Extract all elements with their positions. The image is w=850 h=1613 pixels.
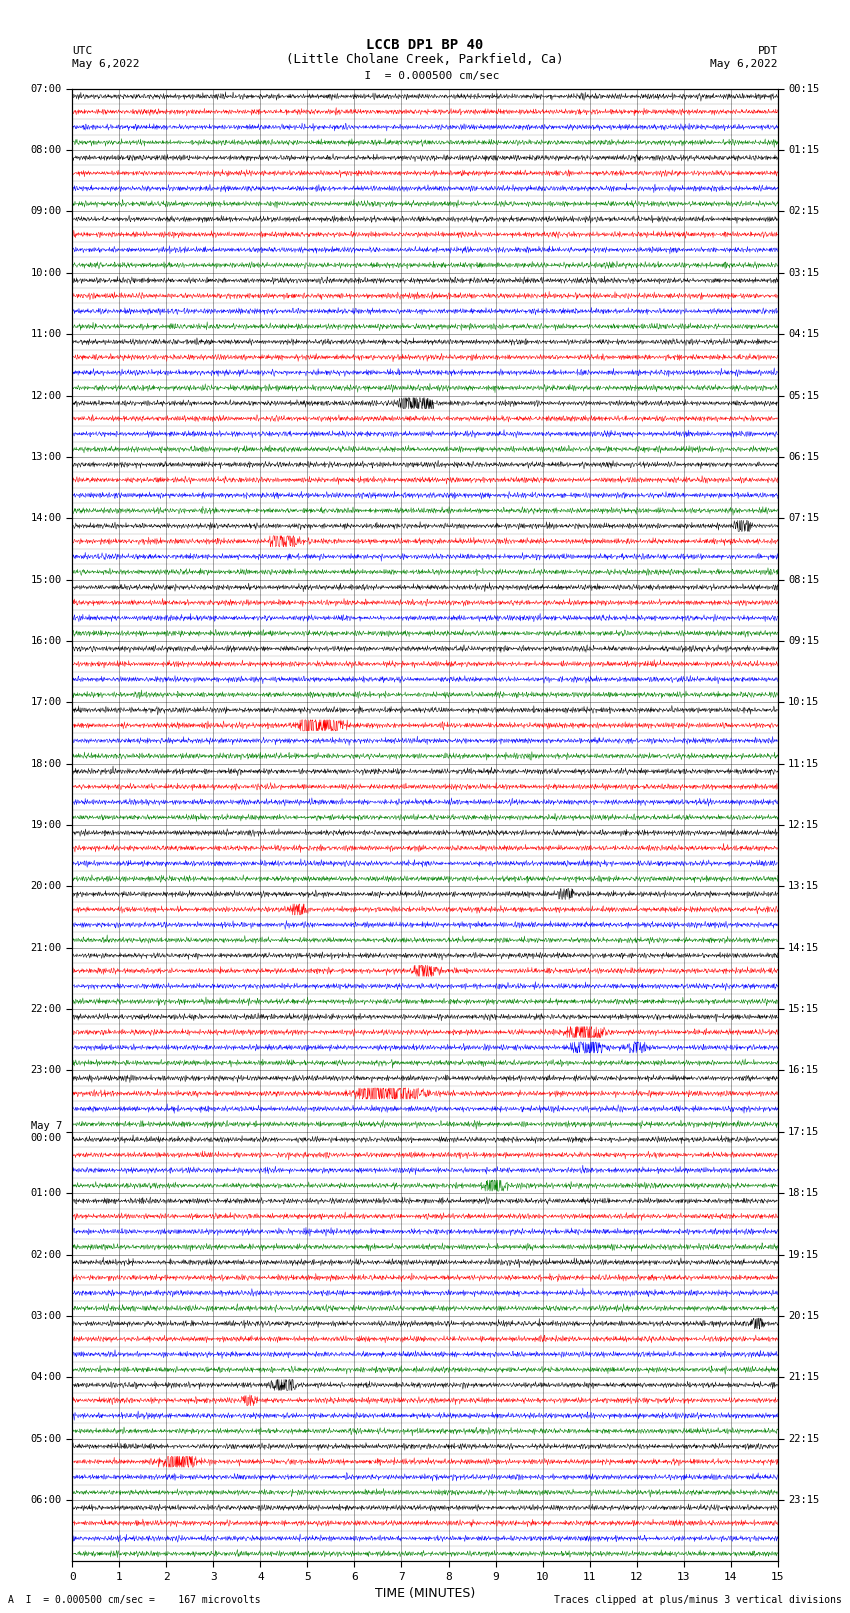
Text: UTC: UTC bbox=[72, 47, 93, 56]
Text: May 6,2022: May 6,2022 bbox=[72, 60, 139, 69]
Text: (Little Cholane Creek, Parkfield, Ca): (Little Cholane Creek, Parkfield, Ca) bbox=[286, 53, 564, 66]
X-axis label: TIME (MINUTES): TIME (MINUTES) bbox=[375, 1587, 475, 1600]
Text: LCCB DP1 BP 40: LCCB DP1 BP 40 bbox=[366, 37, 484, 52]
Text: Traces clipped at plus/minus 3 vertical divisions: Traces clipped at plus/minus 3 vertical … bbox=[553, 1595, 842, 1605]
Text: May 6,2022: May 6,2022 bbox=[711, 60, 778, 69]
Text: I  = 0.000500 cm/sec: I = 0.000500 cm/sec bbox=[351, 71, 499, 81]
Text: PDT: PDT bbox=[757, 47, 778, 56]
Text: A  I  = 0.000500 cm/sec =    167 microvolts: A I = 0.000500 cm/sec = 167 microvolts bbox=[8, 1595, 261, 1605]
